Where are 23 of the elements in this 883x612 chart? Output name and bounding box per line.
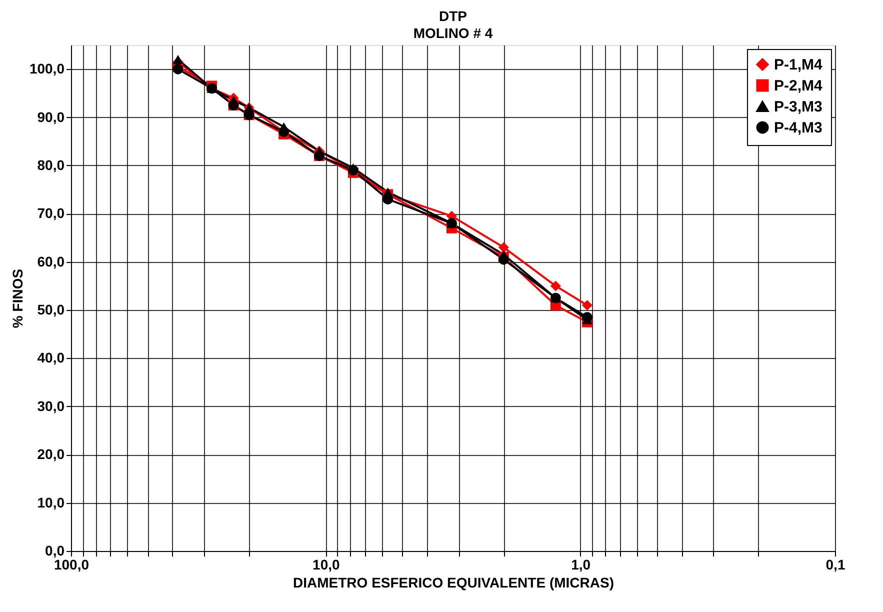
- chart-title: DTP: [439, 8, 467, 24]
- y-tick-label: 20,0: [37, 446, 65, 462]
- y-tick-label: 10,0: [37, 494, 65, 510]
- legend-label: P-3,M3: [774, 98, 822, 116]
- y-tick-label: 70,0: [37, 205, 65, 222]
- legend-label: P-2,M4: [774, 78, 824, 94]
- chart-subtitle: MOLINO # 4: [413, 25, 493, 41]
- y-axis-title: % FINOS: [9, 268, 26, 328]
- x-tick-label: 10,0: [312, 556, 340, 572]
- x-tick-label: 100,0: [54, 556, 90, 572]
- y-tick-label: 0,0: [45, 542, 65, 558]
- y-tick-label: 40,0: [37, 350, 65, 366]
- y-tick-label: 100,0: [29, 60, 65, 77]
- legend-label: P-4,M3: [774, 120, 822, 136]
- x-tick-label: 0,1: [826, 556, 846, 572]
- legend-label: P-1,M4: [774, 56, 824, 74]
- x-tick-label: 1,0: [571, 556, 591, 572]
- y-tick-label: 60,0: [37, 253, 65, 270]
- y-tick-label: 80,0: [37, 156, 65, 173]
- y-tick-label: 50,0: [37, 302, 65, 318]
- y-tick-label: 30,0: [37, 398, 65, 414]
- y-tick-label: 90,0: [37, 108, 65, 125]
- x-axis-title: DIAMETRO ESFERICO EQUIVALENTE (MICRAS): [293, 574, 614, 590]
